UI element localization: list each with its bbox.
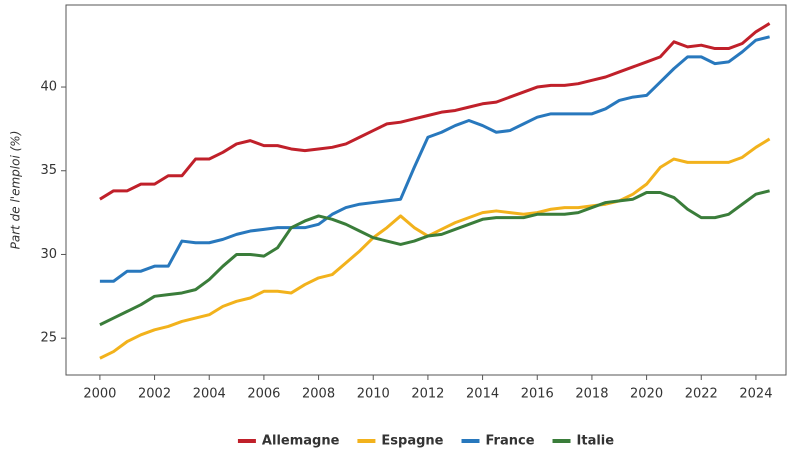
line-series <box>99 35 770 283</box>
x-tick-label: 2002 <box>138 387 171 402</box>
x-tick-label: 2004 <box>193 387 226 402</box>
x-tick-label: 2024 <box>739 387 772 402</box>
x-tick-label: 2008 <box>302 387 335 402</box>
x-tick-label: 2012 <box>411 387 444 402</box>
x-tick-label: 2018 <box>575 387 608 402</box>
y-tick-label: 40 <box>40 80 57 95</box>
x-tick-label: 2016 <box>521 387 554 402</box>
line-series <box>99 137 771 360</box>
y-axis-label: Part de l'emploi (%) <box>9 131 23 250</box>
y-tick-label: 30 <box>40 247 57 262</box>
legend-label: France <box>486 434 535 449</box>
line-series <box>99 22 771 201</box>
y-tick-label: 35 <box>40 163 57 178</box>
plot-frame <box>65 4 787 376</box>
x-tick-label: 2020 <box>630 387 663 402</box>
y-tick-label: 25 <box>40 331 57 346</box>
x-tick-label: 2000 <box>83 387 116 402</box>
x-tick-label: 2006 <box>247 387 280 402</box>
legend-label: Allemagne <box>262 434 340 449</box>
line-series <box>99 189 770 327</box>
legend-label: Espagne <box>381 434 443 449</box>
legend-label: Italie <box>577 434 615 449</box>
x-tick-label: 2010 <box>357 387 390 402</box>
x-tick-label: 2022 <box>685 387 718 402</box>
x-tick-label: 2014 <box>466 387 499 402</box>
